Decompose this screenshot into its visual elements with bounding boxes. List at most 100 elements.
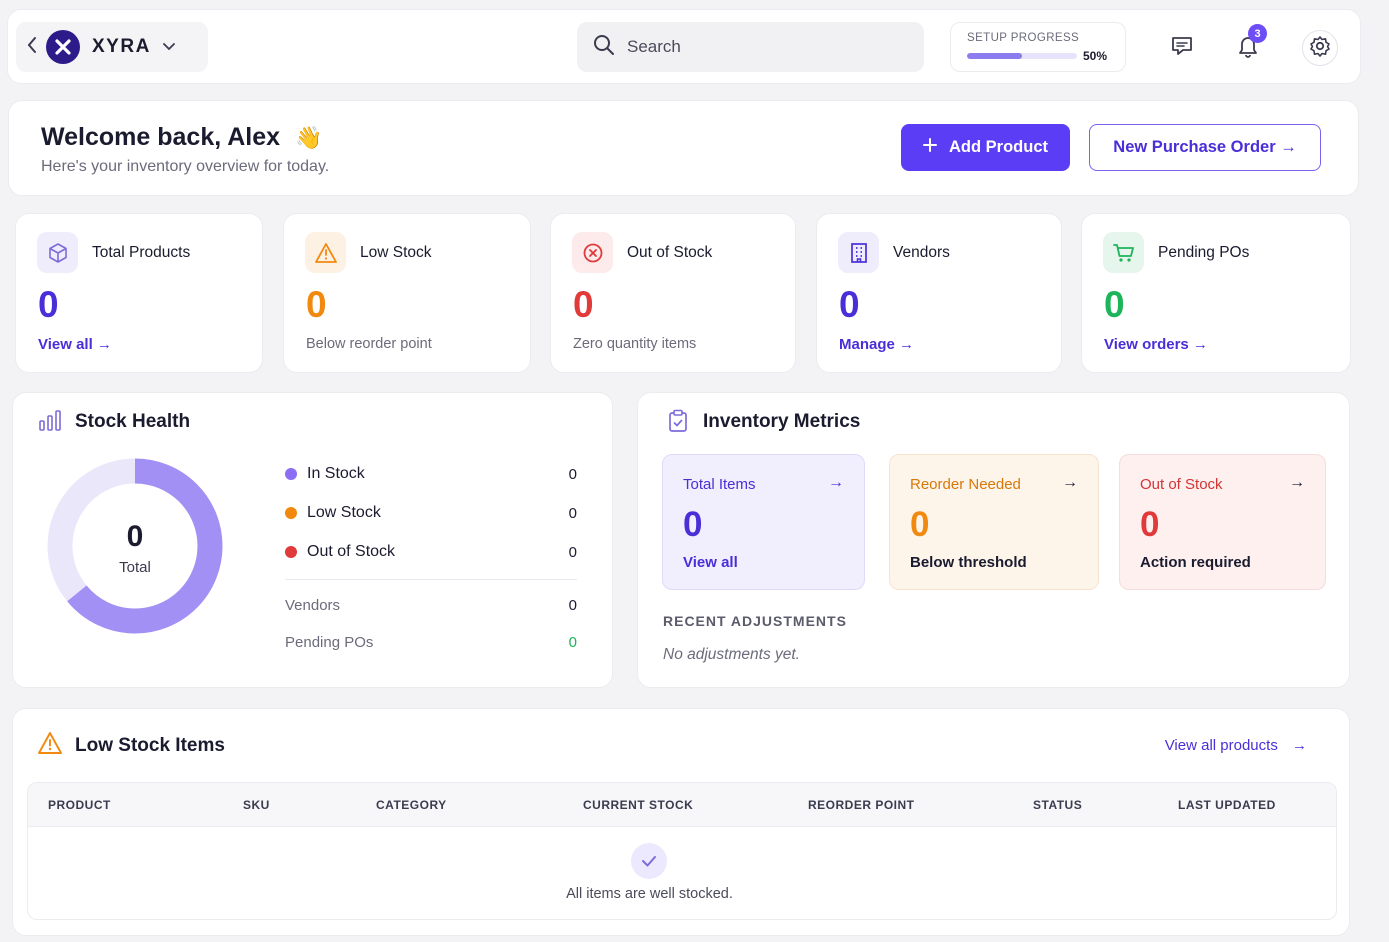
check-icon: [631, 843, 667, 879]
column-header-status[interactable]: STATUS: [1033, 798, 1083, 812]
notification-count-badge: 3: [1248, 24, 1267, 43]
metric-link[interactable]: View all: [683, 554, 738, 571]
stat-value: 0: [38, 284, 59, 325]
stat-title: Vendors: [893, 244, 950, 261]
inventory-metrics-title: Inventory Metrics: [703, 411, 861, 432]
stat-title: Out of Stock: [627, 244, 713, 261]
notifications-button[interactable]: 3: [1230, 24, 1267, 66]
metric-value: 0: [1140, 505, 1160, 544]
column-header-current-stock[interactable]: CURRENT STOCK: [583, 798, 694, 812]
settings-button[interactable]: [1302, 30, 1338, 66]
metric-title: Total Items: [683, 476, 756, 493]
welcome-subtitle: Here's your inventory overview for today…: [41, 158, 330, 175]
stat-subtitle: Below reorder point: [306, 336, 432, 352]
column-header-last-updated[interactable]: LAST UPDATED: [1178, 798, 1276, 812]
legend-label: Low Stock: [307, 504, 381, 521]
box-icon: [37, 232, 78, 273]
arrow-right-icon: →: [1062, 474, 1078, 491]
column-header-category[interactable]: CATEGORY: [376, 798, 447, 812]
gear-icon: [1309, 35, 1331, 62]
table-header: PRODUCT SKU CATEGORY CURRENT STOCK REORD…: [28, 783, 1336, 827]
setup-progress-bar: [967, 53, 1077, 59]
stat-value: 0: [1104, 284, 1125, 325]
setup-progress-label: SETUP PROGRESS: [967, 32, 1080, 44]
search-box[interactable]: [577, 22, 924, 72]
view-orders-link[interactable]: View orders →: [1104, 336, 1208, 353]
column-header-product[interactable]: PRODUCT: [48, 798, 111, 812]
column-header-sku[interactable]: SKU: [243, 798, 270, 812]
stat-card-total-products[interactable]: Total Products 0 View all →: [15, 213, 263, 373]
new-purchase-order-label: New Purchase Order →: [1113, 138, 1297, 156]
xyra-logo: [46, 30, 80, 64]
donut-total-value: 0: [126, 520, 144, 553]
metric-card-out-of-stock[interactable]: Out of Stock → 0 Action required: [1119, 454, 1326, 590]
arrow-right-icon: →: [828, 474, 844, 491]
view-all-link[interactable]: View all →: [38, 336, 112, 353]
search-input[interactable]: [627, 37, 907, 57]
low-stock-table: PRODUCT SKU CATEGORY CURRENT STOCK REORD…: [27, 782, 1337, 920]
row-value: 0: [568, 597, 577, 614]
x-circle-icon: [572, 232, 613, 273]
cart-icon: [1103, 232, 1144, 273]
bar-chart-icon: [38, 410, 62, 437]
welcome-title-text: Welcome back, Alex: [41, 123, 281, 151]
manage-link[interactable]: Manage →: [839, 336, 915, 353]
vendors-row: Vendors 0: [285, 597, 577, 614]
stock-health-panel: Stock Health 0 Total In Stock 0 Low Stoc…: [12, 392, 613, 688]
legend-label: In Stock: [307, 465, 365, 482]
metric-title: Out of Stock: [1140, 476, 1223, 493]
metric-title: Reorder Needed: [910, 476, 1021, 493]
empty-state-text: All items are well stocked.: [566, 886, 733, 902]
stat-title: Pending POs: [1158, 244, 1250, 261]
out-of-stock-dot: [285, 546, 297, 558]
add-product-label: Add Product: [949, 138, 1048, 156]
wave-emoji: 👋: [294, 125, 323, 150]
legend-value: 0: [568, 543, 577, 561]
brand-switcher[interactable]: XYRA: [16, 22, 208, 72]
stat-subtitle: Zero quantity items: [573, 336, 697, 352]
legend-value: 0: [568, 465, 577, 483]
metric-card-total-items[interactable]: Total Items → 0 View all: [662, 454, 865, 590]
legend-in-stock: In Stock 0: [285, 465, 577, 483]
stat-card-low-stock[interactable]: Low Stock 0 Below reorder point: [283, 213, 531, 373]
metric-subtitle: Action required: [1140, 554, 1251, 571]
metric-value: 0: [683, 505, 703, 544]
stock-health-donut: [47, 458, 223, 634]
warning-icon: [305, 232, 346, 273]
clipboard-icon: [667, 409, 689, 438]
setup-progress-value: 50%: [1083, 49, 1108, 63]
chevron-down-icon[interactable]: [162, 38, 175, 56]
divider: [285, 579, 577, 580]
stat-value: 0: [573, 284, 594, 325]
legend-out-of-stock: Out of Stock 0: [285, 543, 577, 561]
stat-card-pending-pos[interactable]: Pending POs 0 View orders →: [1081, 213, 1351, 373]
warning-icon: [37, 731, 63, 760]
welcome-banner: Welcome back, Alex 👋 Here's your invento…: [8, 100, 1359, 196]
page-title: Welcome back, Alex 👋: [41, 123, 322, 152]
metric-subtitle: Below threshold: [910, 554, 1027, 571]
legend-label: Out of Stock: [307, 543, 396, 560]
recent-adjustments-empty: No adjustments yet.: [663, 646, 800, 663]
arrow-right-icon: →: [1292, 737, 1307, 754]
in-stock-dot: [285, 468, 297, 480]
metric-card-reorder-needed[interactable]: Reorder Needed → 0 Below threshold: [889, 454, 1099, 590]
new-purchase-order-button[interactable]: New Purchase Order →: [1089, 124, 1321, 171]
top-bar: XYRA SETUP PROGRESS 50% 3: [7, 9, 1361, 84]
message-icon: [1170, 34, 1194, 63]
pending-pos-row: Pending POs 0: [285, 634, 577, 651]
stat-value: 0: [839, 284, 860, 325]
low-stock-items-title: Low Stock Items: [75, 735, 225, 756]
stat-card-vendors[interactable]: Vendors 0 Manage →: [816, 213, 1062, 373]
setup-progress[interactable]: SETUP PROGRESS 50%: [950, 22, 1126, 72]
messages-button[interactable]: [1164, 30, 1200, 66]
legend-value: 0: [568, 504, 577, 522]
back-chevron-icon[interactable]: [26, 36, 44, 59]
stat-title: Low Stock: [360, 244, 432, 261]
add-product-button[interactable]: Add Product: [901, 124, 1070, 171]
row-value: 0: [568, 634, 577, 651]
stat-value: 0: [306, 284, 327, 325]
view-all-products-link[interactable]: View all products →: [1165, 737, 1307, 754]
metric-value: 0: [910, 505, 930, 544]
column-header-reorder-point[interactable]: REORDER POINT: [808, 798, 915, 812]
stat-card-out-of-stock[interactable]: Out of Stock 0 Zero quantity items: [550, 213, 796, 373]
